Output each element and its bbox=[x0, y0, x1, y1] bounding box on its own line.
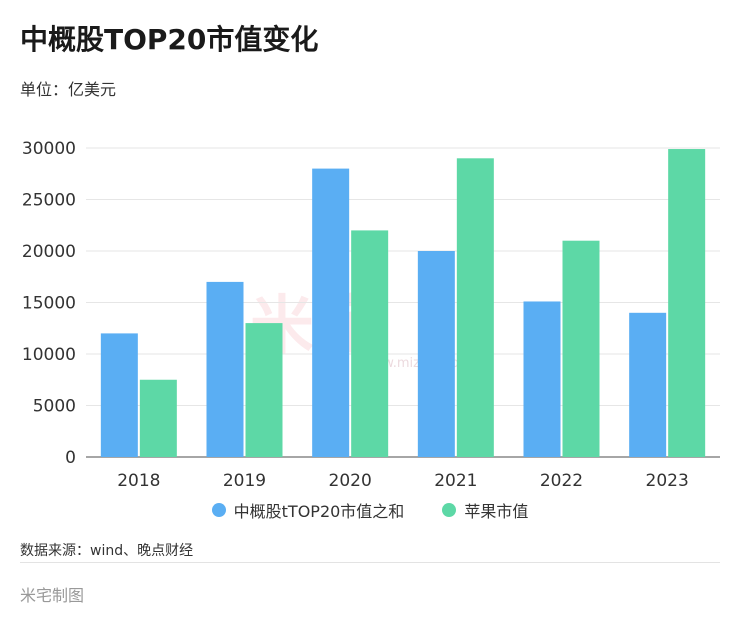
legend-label-series-b: 苹果市值 bbox=[464, 502, 529, 521]
bar-series-b-2020 bbox=[351, 230, 389, 457]
y-tick-label: 30000 bbox=[22, 139, 76, 159]
legend-label-series-a: 中概股tTOP20市值之和 bbox=[233, 502, 405, 521]
bar-series-b-2021 bbox=[456, 158, 494, 458]
x-tick-label: 2021 bbox=[434, 471, 477, 491]
bar-series-a-2021 bbox=[417, 251, 455, 457]
x-tick-label: 2018 bbox=[117, 471, 160, 491]
legend: 中概股tTOP20市值之和 苹果市值 bbox=[0, 498, 740, 522]
x-tick-label: 2023 bbox=[646, 471, 689, 491]
bar-series-b-2023 bbox=[668, 149, 706, 457]
bar-series-a-2018 bbox=[100, 333, 138, 457]
bar-series-b-2018 bbox=[139, 379, 177, 457]
y-tick-label: 10000 bbox=[22, 345, 76, 365]
y-tick-label: 15000 bbox=[22, 294, 76, 314]
y-tick-label: 25000 bbox=[22, 191, 76, 211]
y-tick-label: 5000 bbox=[33, 397, 76, 417]
x-tick-label: 2022 bbox=[540, 471, 583, 491]
y-tick-label: 20000 bbox=[22, 242, 76, 262]
bar-series-a-2019 bbox=[206, 281, 244, 457]
bar-series-a-2022 bbox=[523, 301, 561, 457]
y-tick-label: 0 bbox=[65, 448, 76, 468]
chart-credit: 米宅制图 bbox=[20, 586, 85, 605]
bar-series-b-2022 bbox=[562, 240, 600, 457]
x-tick-label: 2019 bbox=[223, 471, 266, 491]
data-source: 数据来源：wind、晚点财经 bbox=[20, 543, 194, 559]
legend-swatch-series-b bbox=[442, 503, 457, 517]
footer-divider bbox=[20, 562, 720, 563]
bar-chart: 0 5000 10000 15000 20000 25000 30000 2018 2019 20… bbox=[22, 139, 720, 491]
x-tick-label: 2020 bbox=[329, 471, 372, 491]
bar-series-b-2019 bbox=[245, 323, 283, 457]
legend-item-series-a: 中概股tTOP20市值之和 bbox=[211, 498, 405, 522]
bar-series-a-2020 bbox=[312, 168, 350, 457]
legend-swatch-series-a bbox=[211, 503, 226, 517]
unit-label: 单位：亿美元 bbox=[20, 80, 117, 99]
legend-item-series-b: 苹果市值 bbox=[442, 498, 528, 522]
chart-title: 中概股TOP20市值变化 bbox=[20, 23, 319, 56]
bar-series-a-2023 bbox=[629, 312, 667, 457]
